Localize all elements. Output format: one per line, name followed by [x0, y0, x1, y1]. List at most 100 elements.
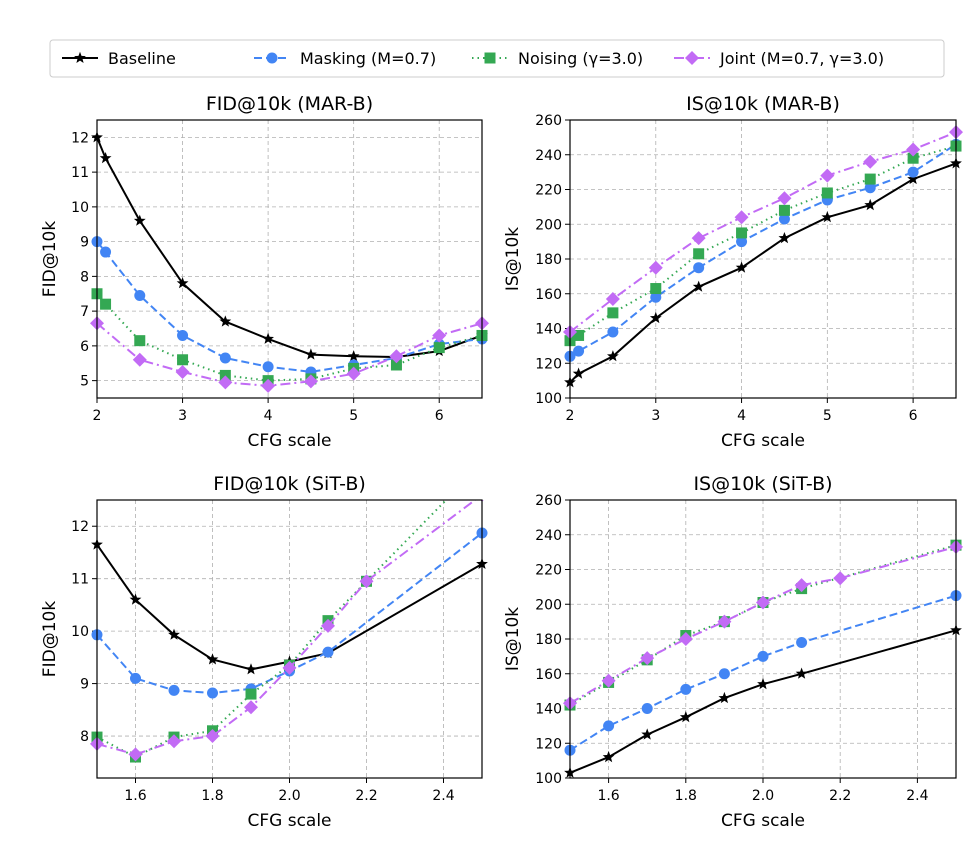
y-tick-label: 200 [535, 597, 562, 613]
y-tick-label: 9 [80, 677, 89, 693]
x-tick-label: 4 [737, 408, 746, 424]
data-point-joint [218, 375, 233, 390]
x-axis-label: CFG scale [721, 811, 805, 831]
data-point-joint [205, 729, 220, 744]
x-axis-label: CFG scale [247, 431, 331, 451]
data-point-noising [607, 307, 619, 319]
y-tick-label: 12 [71, 130, 89, 146]
data-point-joint [777, 191, 792, 206]
data-point-joint [863, 154, 878, 169]
data-point-masking [778, 213, 790, 225]
data-point-joint [794, 578, 809, 593]
data-point-baseline [602, 750, 615, 763]
y-tick-label: 10 [71, 200, 89, 216]
data-point-joint [605, 291, 620, 306]
data-point-noising [100, 298, 112, 310]
y-tick-label: 5 [80, 374, 89, 390]
data-point-joint [303, 374, 318, 389]
y-tick-label: 120 [535, 736, 562, 752]
x-axis-label: CFG scale [247, 811, 331, 831]
data-point-masking [130, 672, 141, 684]
data-point-joint [321, 618, 335, 633]
legend-label-noising: Noising (γ=3.0) [518, 49, 643, 68]
x-tick-label: 1.8 [675, 788, 697, 804]
series-line-joint [569, 131, 957, 333]
data-point-baseline [129, 593, 142, 605]
data-point-baseline [821, 211, 834, 223]
y-tick-label: 100 [535, 771, 562, 787]
data-point-joint [678, 632, 693, 646]
axes-frame [569, 499, 957, 779]
y-axis-label: IS@10k [503, 607, 523, 671]
data-point-joint [432, 328, 447, 343]
y-tick-label: 8 [80, 269, 89, 285]
data-point-noising [134, 335, 146, 347]
data-point-masking [736, 236, 748, 248]
axes-frame [96, 119, 483, 399]
data-point-joint [601, 673, 616, 688]
x-tick-label: 2.4 [432, 788, 454, 804]
x-axis-label: CFG scale [721, 431, 805, 451]
data-point-masking [100, 246, 112, 258]
x-tick-label: 1.8 [201, 788, 223, 804]
legend-marker-noising [484, 52, 496, 64]
data-point-joint [648, 260, 663, 275]
x-tick-label: 2 [566, 408, 575, 424]
x-tick-label: 3 [178, 408, 187, 424]
legend: Baseline Masking (M=0.7) Noising (γ=3.0)… [49, 39, 945, 78]
data-point-joint [734, 210, 749, 225]
y-tick-label: 220 [535, 183, 562, 199]
series-line-baseline [569, 629, 957, 774]
x-tick-label: 2.0 [752, 788, 774, 804]
data-point-masking [168, 684, 180, 696]
series-line-masking [569, 143, 957, 358]
data-point-noising [573, 329, 585, 341]
data-point-masking [607, 326, 619, 338]
y-tick-label: 11 [71, 572, 89, 588]
subplot-title: FID@10k (MAR-B) [206, 93, 373, 115]
data-point-baseline [735, 261, 748, 273]
y-tick-label: 140 [535, 322, 562, 338]
data-point-joint [261, 378, 276, 393]
x-tick-label: 3 [651, 408, 660, 424]
y-axis-label: FID@10k [40, 221, 60, 298]
subplot-title: IS@10k (SiT-B) [693, 473, 832, 495]
data-point-masking [650, 291, 662, 303]
data-point-masking [322, 646, 334, 658]
data-point-baseline [245, 663, 257, 675]
x-tick-label: 4 [264, 408, 273, 424]
data-point-noising [693, 248, 705, 260]
x-tick-label: 2.2 [355, 788, 377, 804]
series-line-noising [96, 293, 483, 382]
x-tick-label: 5 [823, 408, 832, 424]
x-tick-label: 2.2 [829, 788, 851, 804]
data-point-joint [167, 734, 181, 749]
data-point-joint [756, 595, 770, 610]
y-tick-label: 7 [80, 304, 89, 320]
series-line-noising [569, 544, 957, 706]
data-point-baseline [649, 311, 662, 324]
data-point-baseline [168, 628, 180, 640]
x-tick-label: 2.0 [278, 788, 300, 804]
y-tick-label: 160 [535, 287, 562, 303]
y-tick-label: 260 [535, 493, 562, 509]
data-point-masking [864, 182, 876, 194]
data-point-masking [641, 703, 653, 714]
data-point-joint [833, 571, 848, 586]
data-point-joint [359, 574, 374, 589]
y-tick-label: 180 [535, 252, 562, 268]
y-tick-label: 12 [71, 519, 89, 535]
data-point-baseline [607, 350, 619, 362]
data-point-joint [128, 747, 143, 762]
y-tick-label: 6 [80, 339, 89, 355]
y-tick-label: 10 [71, 624, 89, 640]
data-point-masking [207, 687, 218, 699]
y-tick-label: 100 [535, 391, 562, 407]
series-line-baseline [96, 137, 483, 359]
data-point-masking [603, 720, 615, 732]
series-line-baseline [569, 162, 957, 384]
data-point-masking [262, 361, 274, 373]
data-point-joint [282, 660, 297, 675]
data-point-joint [691, 231, 706, 246]
